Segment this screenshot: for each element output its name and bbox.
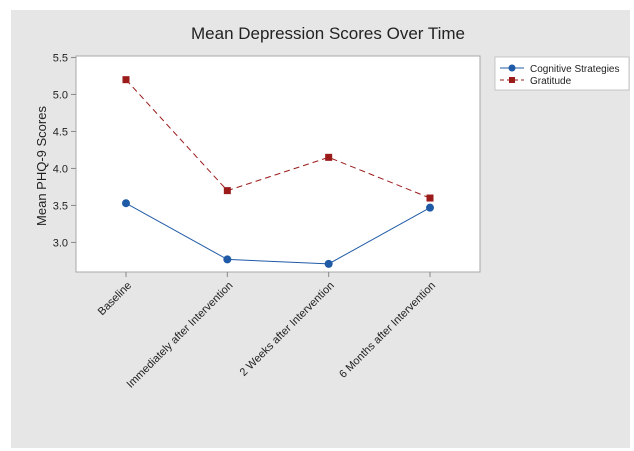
y-axis: 3.0 3.5 4.0 4.5 5.0 5.5	[53, 52, 76, 249]
data-point-cognitive-strategies	[223, 255, 232, 264]
data-point-gratitude	[426, 194, 434, 202]
legend-box	[494, 56, 630, 91]
y-tick-label: 5.0	[53, 89, 68, 101]
data-point-cognitive-strategies	[122, 199, 130, 208]
data-point-gratitude	[223, 187, 231, 195]
y-tick-label: 4.5	[53, 126, 68, 138]
legend-label-gratitude: Gratitude	[530, 76, 572, 87]
series-line-cognitive-strategies	[125, 202, 431, 265]
y-axis-label: Mean PHQ-9 Scores	[34, 106, 49, 226]
data-point-gratitude	[122, 76, 130, 84]
series-layer	[122, 76, 434, 268]
data-point-cognitive-strategies	[324, 259, 333, 268]
y-tick-label: 3.5	[53, 200, 68, 212]
legend-label-cognitive-strategies: Cognitive Strategies	[530, 64, 620, 75]
y-tick-label: 4.0	[53, 163, 68, 175]
series-line-gratitude	[125, 79, 431, 199]
chart-title: Mean Depression Scores Over Time	[191, 24, 465, 43]
plot-area	[75, 55, 481, 273]
data-point-cognitive-strategies	[426, 203, 434, 212]
y-tick-label: 5.5	[53, 52, 68, 64]
y-tick-label: 3.0	[53, 237, 68, 249]
data-point-gratitude	[325, 153, 333, 161]
legend-marker-gratitude	[509, 77, 515, 83]
legend-marker-cognitive-strategies	[508, 64, 516, 72]
